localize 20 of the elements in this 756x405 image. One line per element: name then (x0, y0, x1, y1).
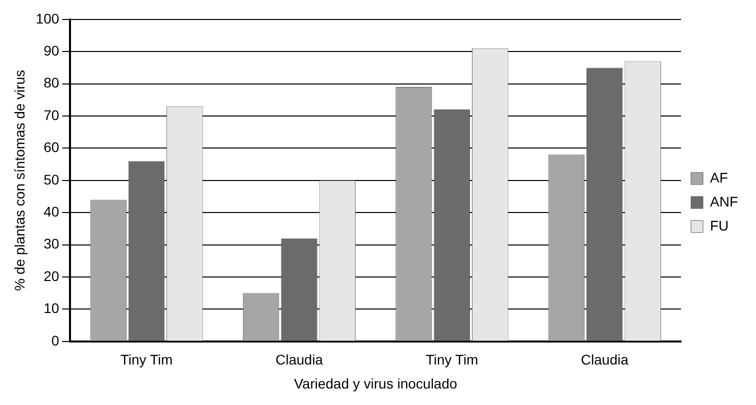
y-tick-label: 40 (44, 203, 60, 220)
y-tick-label: 20 (44, 268, 60, 284)
y-tick-label: 50 (44, 171, 60, 188)
y-tick-label: 10 (44, 300, 60, 316)
x-tick-label: Claudia (580, 352, 629, 368)
y-tick-label: 70 (44, 106, 60, 123)
x-tick-label: Tiny Tim (120, 352, 173, 368)
x-tick-label: Tiny Tim (426, 352, 478, 368)
y-axis-title: % de plantas con síntomas de virus (11, 70, 28, 291)
y-tick-label: 80 (44, 74, 60, 91)
y-tick-label: 30 (44, 236, 60, 252)
legend-label: FU (710, 217, 729, 234)
legend-label: ANF (710, 193, 738, 210)
y-tick-label: 0 (51, 332, 60, 348)
y-tick-label: 60 (44, 139, 60, 156)
legend-label: AF (710, 169, 728, 186)
x-axis-title: Variedad y virus inoculado (294, 375, 458, 392)
x-tick-label: Claudia (275, 352, 324, 368)
y-tick-label: 100 (36, 10, 60, 26)
y-tick-label: 90 (44, 42, 60, 58)
